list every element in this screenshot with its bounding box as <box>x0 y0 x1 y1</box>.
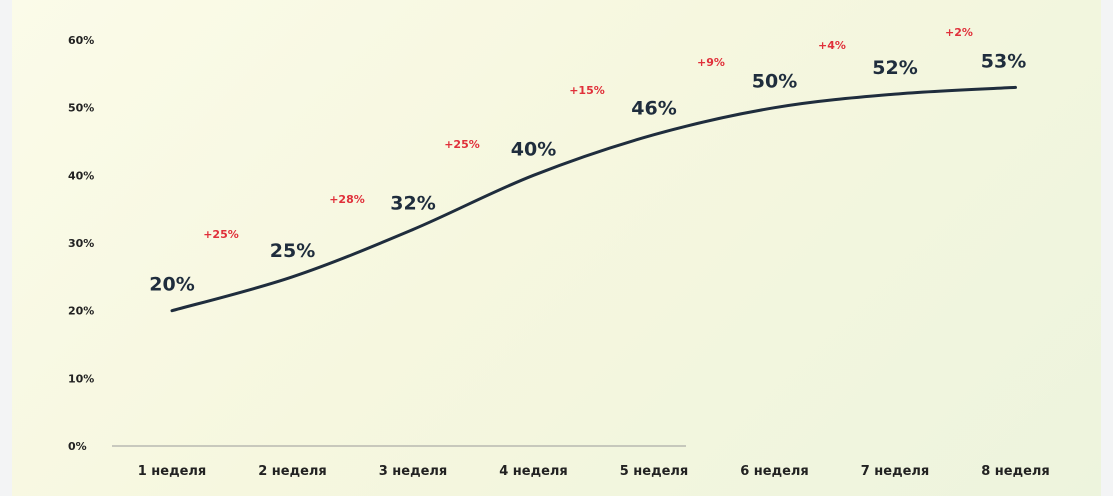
x-tick-label: 8 неделя <box>981 464 1050 479</box>
x-tick-label: 3 неделя <box>379 464 448 479</box>
x-tick-label: 6 неделя <box>740 464 809 479</box>
y-tick-label: 50% <box>68 102 94 115</box>
growth-label: +9% <box>697 56 725 69</box>
data-label: 20% <box>149 274 194 296</box>
data-label: 46% <box>631 98 676 120</box>
y-tick-label: 40% <box>68 169 94 182</box>
x-tick-label: 7 неделя <box>861 464 930 479</box>
data-label: 25% <box>270 240 315 262</box>
y-tick-label: 10% <box>68 372 94 385</box>
data-label: 32% <box>390 192 435 214</box>
y-tick-label: 60% <box>68 34 94 47</box>
series-line <box>170 85 1017 313</box>
data-label: 53% <box>981 50 1026 72</box>
x-tick-label: 4 неделя <box>499 464 568 479</box>
x-tick-label: 1 неделя <box>138 464 207 479</box>
chart-panel <box>12 0 1101 496</box>
growth-label: +15% <box>569 84 605 97</box>
growth-label: +25% <box>444 138 480 151</box>
data-label: 40% <box>511 138 556 160</box>
y-tick-label: 20% <box>68 305 94 318</box>
y-tick-label: 0% <box>68 440 87 453</box>
growth-label: +4% <box>818 39 846 52</box>
x-tick-label: 2 неделя <box>258 464 327 479</box>
growth-label: +2% <box>945 26 973 39</box>
x-tick-label: 5 неделя <box>620 464 689 479</box>
growth-label: +28% <box>329 193 365 206</box>
data-label: 50% <box>752 71 797 93</box>
growth-label: +25% <box>203 228 239 241</box>
y-tick-label: 30% <box>68 237 94 250</box>
data-label: 52% <box>872 57 917 79</box>
